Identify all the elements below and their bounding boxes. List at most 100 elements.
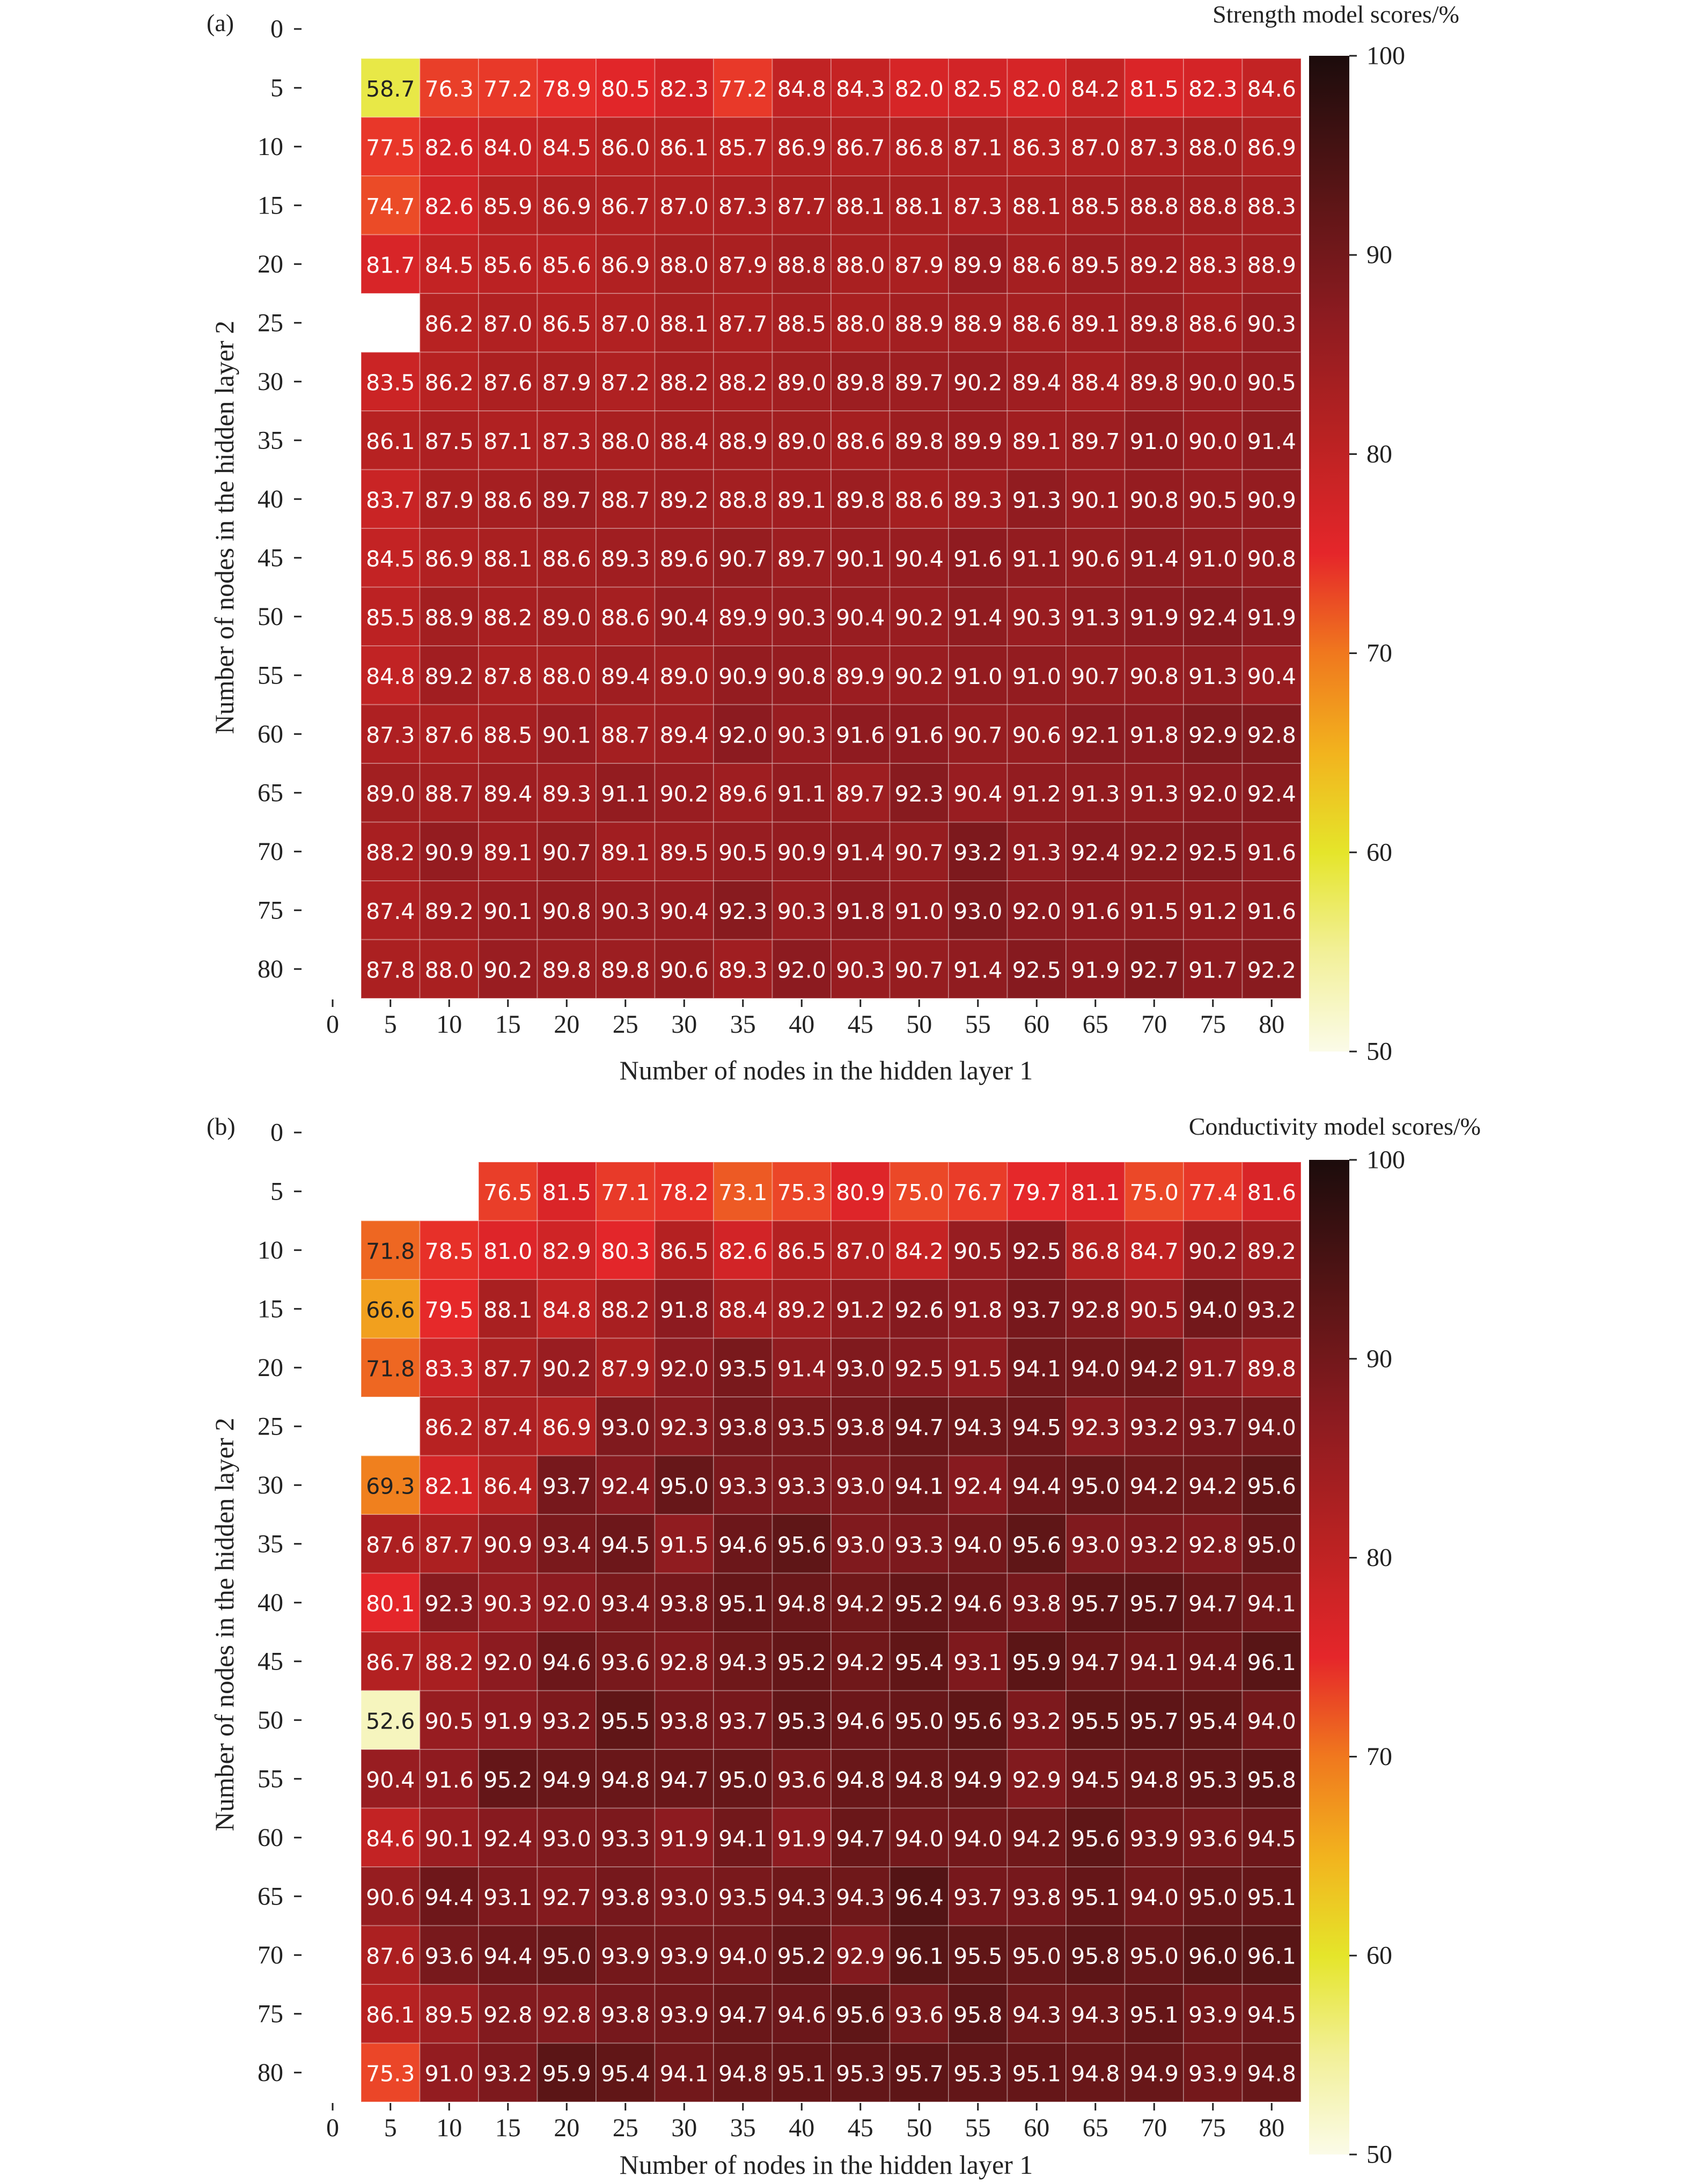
cell-value-label: 94.0 bbox=[1247, 1415, 1296, 1440]
cell-value-label: 71.8 bbox=[366, 1356, 415, 1381]
heatmap-cell bbox=[1241, 1396, 1302, 1457]
x-tick-label: 20 bbox=[554, 1010, 579, 1039]
heatmap-cell bbox=[537, 351, 597, 411]
heatmap-cell bbox=[478, 1572, 538, 1633]
y-tick-label: 5 bbox=[270, 1177, 283, 1205]
heatmap-cell bbox=[596, 1631, 656, 1692]
cell-value-label: 88.6 bbox=[1012, 252, 1061, 278]
heatmap-cell bbox=[1241, 469, 1302, 529]
cell-value-label: 85.6 bbox=[483, 252, 532, 278]
heatmap-cell bbox=[948, 1455, 1008, 1515]
heatmap-cell bbox=[889, 410, 949, 470]
cell-value-label: 90.6 bbox=[1071, 546, 1120, 572]
cell-value-label: 88.0 bbox=[542, 664, 591, 689]
cell-value-label: 92.9 bbox=[1188, 722, 1237, 748]
x-tick-label: 60 bbox=[1024, 1010, 1049, 1039]
heatmap-cell bbox=[419, 234, 479, 294]
heatmap-cell bbox=[948, 586, 1008, 646]
cell-value-label: 92.4 bbox=[1247, 781, 1296, 807]
cell-value-label: 82.3 bbox=[660, 76, 709, 102]
cell-value-label: 90.8 bbox=[777, 664, 826, 689]
cell-value-label: 89.6 bbox=[718, 781, 767, 807]
heatmap-cell bbox=[771, 1455, 832, 1515]
panel-b-colorbar: 50 60 70 80 90 100 bbox=[1309, 1146, 1405, 2169]
cell-value-label: 94.8 bbox=[836, 1767, 885, 1793]
cell-value-label: 88.4 bbox=[660, 429, 709, 454]
heatmap-cell bbox=[948, 1337, 1008, 1398]
cell-value-label: 96.0 bbox=[1188, 1943, 1237, 1969]
cell-value-label: 87.5 bbox=[425, 429, 474, 454]
heatmap-cell bbox=[1241, 2042, 1302, 2102]
cell-value-label: 96.4 bbox=[895, 1885, 944, 1910]
cell-value-label: 90.4 bbox=[836, 605, 885, 630]
cell-value-label: 89.8 bbox=[895, 429, 944, 454]
heatmap-cell bbox=[654, 939, 714, 999]
heatmap-cell bbox=[419, 351, 479, 411]
heatmap-cell bbox=[713, 645, 773, 705]
cell-value-label: 92.9 bbox=[836, 1943, 885, 1969]
cell-value-label: 83.3 bbox=[425, 1356, 474, 1381]
cell-value-label: 87.7 bbox=[718, 311, 767, 337]
cell-value-label: 92.9 bbox=[1012, 1767, 1061, 1793]
heatmap-cell bbox=[889, 1807, 949, 1867]
heatmap-cell bbox=[596, 2042, 656, 2102]
colorbar-tick-label: 70 bbox=[1366, 639, 1392, 667]
heatmap-cell bbox=[537, 116, 597, 177]
cell-value-label: 92.0 bbox=[1188, 781, 1237, 807]
cell-value-label: 93.8 bbox=[601, 1885, 650, 1910]
heatmap-cell bbox=[771, 586, 832, 646]
cell-value-label: 91.8 bbox=[953, 1297, 1002, 1323]
cell-value-label: 88.3 bbox=[1188, 252, 1237, 278]
heatmap-cell bbox=[831, 880, 891, 940]
cell-value-label: 95.7 bbox=[1071, 1591, 1120, 1616]
cell-value-label: 90.7 bbox=[1071, 664, 1120, 689]
heatmap-cell bbox=[948, 293, 1008, 353]
cell-value-label: 93.7 bbox=[718, 1708, 767, 1734]
x-tick-label: 40 bbox=[789, 1010, 814, 1039]
heatmap-cell bbox=[1241, 1455, 1302, 1515]
cell-value-label: 92.7 bbox=[1130, 957, 1179, 983]
heatmap-cell bbox=[713, 293, 773, 353]
cell-value-label: 87.0 bbox=[1071, 135, 1120, 160]
cell-value-label: 95.9 bbox=[542, 2061, 591, 2086]
heatmap-cell bbox=[1124, 293, 1184, 353]
heatmap-cell bbox=[361, 1866, 421, 1926]
heatmap-cell bbox=[889, 1514, 949, 1574]
heatmap-cell bbox=[713, 586, 773, 646]
heatmap-cell bbox=[1006, 939, 1067, 999]
cell-value-label: 93.8 bbox=[1012, 1885, 1061, 1910]
heatmap-cell bbox=[537, 645, 597, 705]
heatmap-cell bbox=[1183, 1690, 1243, 1750]
cell-value-label: 90.6 bbox=[366, 1885, 415, 1910]
y-tick-label: 40 bbox=[258, 1589, 283, 1617]
panel-a-ylabel: Number of nodes in the hidden layer 2 bbox=[209, 321, 239, 734]
cell-value-label: 94.3 bbox=[718, 1650, 767, 1675]
heatmap-cell bbox=[713, 1455, 773, 1515]
heatmap-cell bbox=[654, 116, 714, 177]
heatmap-cell bbox=[831, 293, 891, 353]
heatmap-cell bbox=[713, 1279, 773, 1339]
cell-value-label: 95.1 bbox=[1071, 1885, 1120, 1910]
cell-value-label: 88.9 bbox=[953, 311, 1002, 337]
cell-value-label: 91.1 bbox=[601, 781, 650, 807]
cell-value-label: 92.5 bbox=[1012, 957, 1061, 983]
cell-value-label: 95.2 bbox=[777, 1943, 826, 1969]
cell-value-label: 94.9 bbox=[953, 1767, 1002, 1793]
heatmap-cell bbox=[478, 410, 538, 470]
cell-value-label: 94.8 bbox=[1130, 1767, 1179, 1793]
cell-value-label: 87.3 bbox=[718, 194, 767, 219]
heatmap-cell bbox=[831, 1337, 891, 1398]
heatmap-cell bbox=[771, 939, 832, 999]
heatmap-cell bbox=[1183, 1631, 1243, 1692]
cell-value-label: 91.9 bbox=[1071, 957, 1120, 983]
cell-value-label: 94.2 bbox=[1130, 1356, 1179, 1381]
heatmap-cell bbox=[948, 116, 1008, 177]
heatmap-cell bbox=[537, 1455, 597, 1515]
heatmap-cell bbox=[948, 528, 1008, 588]
cell-value-label: 86.7 bbox=[601, 194, 650, 219]
cell-value-label: 91.0 bbox=[895, 899, 944, 924]
cell-value-label: 87.6 bbox=[483, 370, 532, 395]
heatmap-cell bbox=[1241, 1749, 1302, 1809]
cell-value-label: 94.4 bbox=[425, 1885, 474, 1910]
